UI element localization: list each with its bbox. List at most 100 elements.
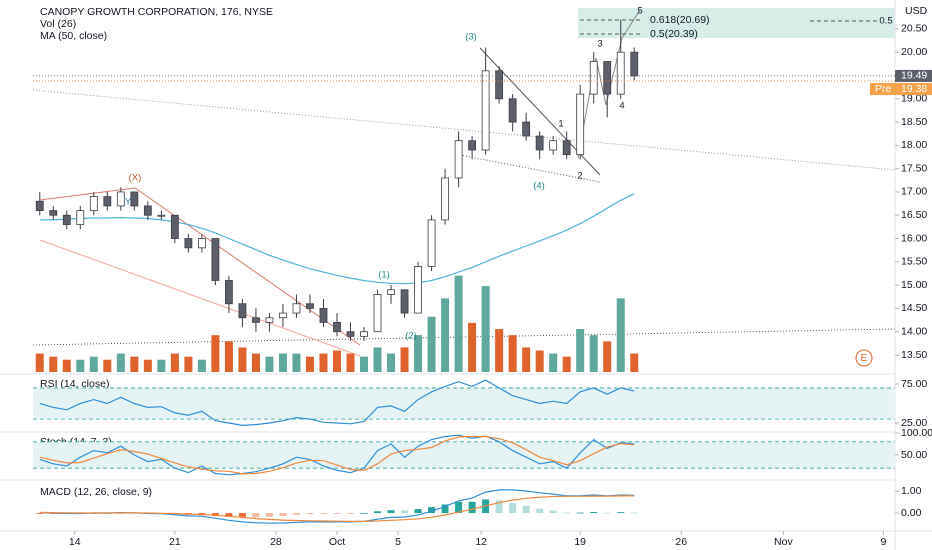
candle-body bbox=[360, 331, 368, 337]
premarket-box bbox=[870, 83, 932, 96]
histogram-bar bbox=[319, 513, 327, 514]
volume-bar bbox=[103, 359, 112, 372]
candle-body bbox=[211, 238, 220, 281]
candle-body bbox=[184, 238, 193, 249]
volume-bar bbox=[332, 350, 341, 372]
indicator-line bbox=[39, 435, 635, 475]
volume-bar bbox=[616, 298, 625, 372]
volume-bar bbox=[238, 347, 247, 372]
histogram-bar bbox=[495, 500, 503, 514]
pane-title: MACD (12, 26, close, 9) bbox=[40, 486, 152, 498]
volume-bar bbox=[224, 341, 233, 372]
candle-body bbox=[76, 210, 85, 225]
volume-bar bbox=[427, 316, 436, 372]
volume-bar bbox=[495, 329, 504, 372]
histogram-bar bbox=[441, 504, 449, 514]
candle-body bbox=[373, 294, 382, 333]
histogram-bar bbox=[630, 512, 638, 514]
y-tick-label: 15.50 bbox=[901, 256, 927, 268]
wave-label: 2 bbox=[577, 171, 582, 182]
volume-bar bbox=[76, 359, 85, 372]
x-tick-label: 26 bbox=[675, 536, 687, 548]
wave-label: 1 bbox=[558, 119, 563, 130]
histogram-bar bbox=[252, 513, 260, 518]
candle-body bbox=[130, 191, 139, 207]
candle-body bbox=[454, 140, 463, 179]
event-label[interactable]: E bbox=[860, 352, 867, 364]
volume-bar bbox=[400, 347, 409, 372]
volume-bar bbox=[62, 359, 71, 372]
candle-body bbox=[170, 214, 179, 239]
candle-body bbox=[589, 61, 598, 95]
histogram-bar bbox=[130, 513, 138, 514]
volume-bar bbox=[387, 353, 396, 372]
y-tick-label: 75.00 bbox=[901, 378, 927, 390]
volume-bar bbox=[346, 353, 355, 372]
volume-bar bbox=[170, 353, 179, 372]
histogram-bar bbox=[279, 513, 287, 516]
volume-bar bbox=[535, 350, 544, 372]
volume-bar bbox=[251, 353, 260, 372]
x-tick-label: 28 bbox=[270, 536, 282, 548]
y-tick-label: 18.50 bbox=[901, 116, 927, 128]
volume-bar bbox=[292, 353, 301, 372]
candle-body bbox=[441, 177, 449, 221]
premarket-tag: Pre bbox=[875, 83, 892, 95]
volume-bar bbox=[197, 359, 206, 372]
indicator-line bbox=[39, 434, 635, 476]
wave-label: 4 bbox=[619, 101, 624, 112]
candle-body bbox=[49, 210, 58, 216]
histogram-bar bbox=[225, 513, 233, 518]
last-price-label: 19.49 bbox=[901, 70, 927, 82]
x-tick-label: 14 bbox=[69, 536, 81, 548]
candle-body bbox=[562, 140, 571, 156]
x-tick-label: Oct bbox=[329, 536, 345, 548]
event-icon[interactable] bbox=[855, 349, 873, 367]
histogram-bar bbox=[468, 501, 476, 514]
volume-bar bbox=[508, 335, 517, 372]
histogram-bar bbox=[374, 511, 382, 514]
histogram-bar bbox=[333, 513, 341, 514]
candle-body bbox=[616, 51, 625, 95]
fib-label: 0.5(20.39) bbox=[650, 28, 698, 40]
volume-bar bbox=[265, 356, 274, 372]
y-tick-label: 16.00 bbox=[901, 232, 927, 244]
last-price-box bbox=[895, 69, 932, 82]
x-tick-label: 9 bbox=[880, 536, 886, 548]
y-tick-label: 17.50 bbox=[901, 162, 927, 174]
candle-body bbox=[333, 321, 341, 333]
y-tick-label: 20.50 bbox=[901, 23, 927, 35]
volume-bar bbox=[414, 335, 423, 372]
x-tick-label: Nov bbox=[774, 536, 793, 548]
volume-bar bbox=[184, 356, 193, 372]
volume-bar bbox=[319, 353, 328, 372]
candle-body bbox=[157, 214, 166, 217]
legend-volume: Vol (26) bbox=[40, 18, 76, 30]
candle-body bbox=[252, 317, 260, 323]
volume-bar bbox=[441, 298, 450, 372]
volume-bar bbox=[157, 359, 166, 372]
candle-body bbox=[116, 191, 125, 207]
volume-bar bbox=[143, 359, 152, 372]
histogram-bar bbox=[509, 502, 517, 514]
volume-bar bbox=[116, 353, 125, 372]
x-tick-label: 21 bbox=[169, 536, 181, 548]
premarket-label: 19.38 bbox=[901, 83, 927, 95]
histogram-bar bbox=[536, 508, 544, 514]
pane-title: RSI (14, close) bbox=[40, 378, 109, 390]
histogram-bar bbox=[576, 512, 584, 514]
candle-body bbox=[306, 303, 314, 309]
volume-bar bbox=[589, 335, 598, 372]
candle-body bbox=[508, 98, 517, 123]
candle-body bbox=[603, 61, 612, 95]
volume-bar bbox=[89, 356, 98, 372]
candle-body bbox=[414, 266, 422, 314]
candle-body bbox=[292, 303, 301, 314]
histogram-bar bbox=[590, 511, 598, 514]
y-tick-label: 14.00 bbox=[901, 325, 927, 337]
volume-bar bbox=[278, 353, 287, 372]
channel-line bbox=[39, 239, 361, 357]
histogram-bar bbox=[387, 510, 395, 514]
y-tick-label: 17.00 bbox=[901, 186, 927, 198]
